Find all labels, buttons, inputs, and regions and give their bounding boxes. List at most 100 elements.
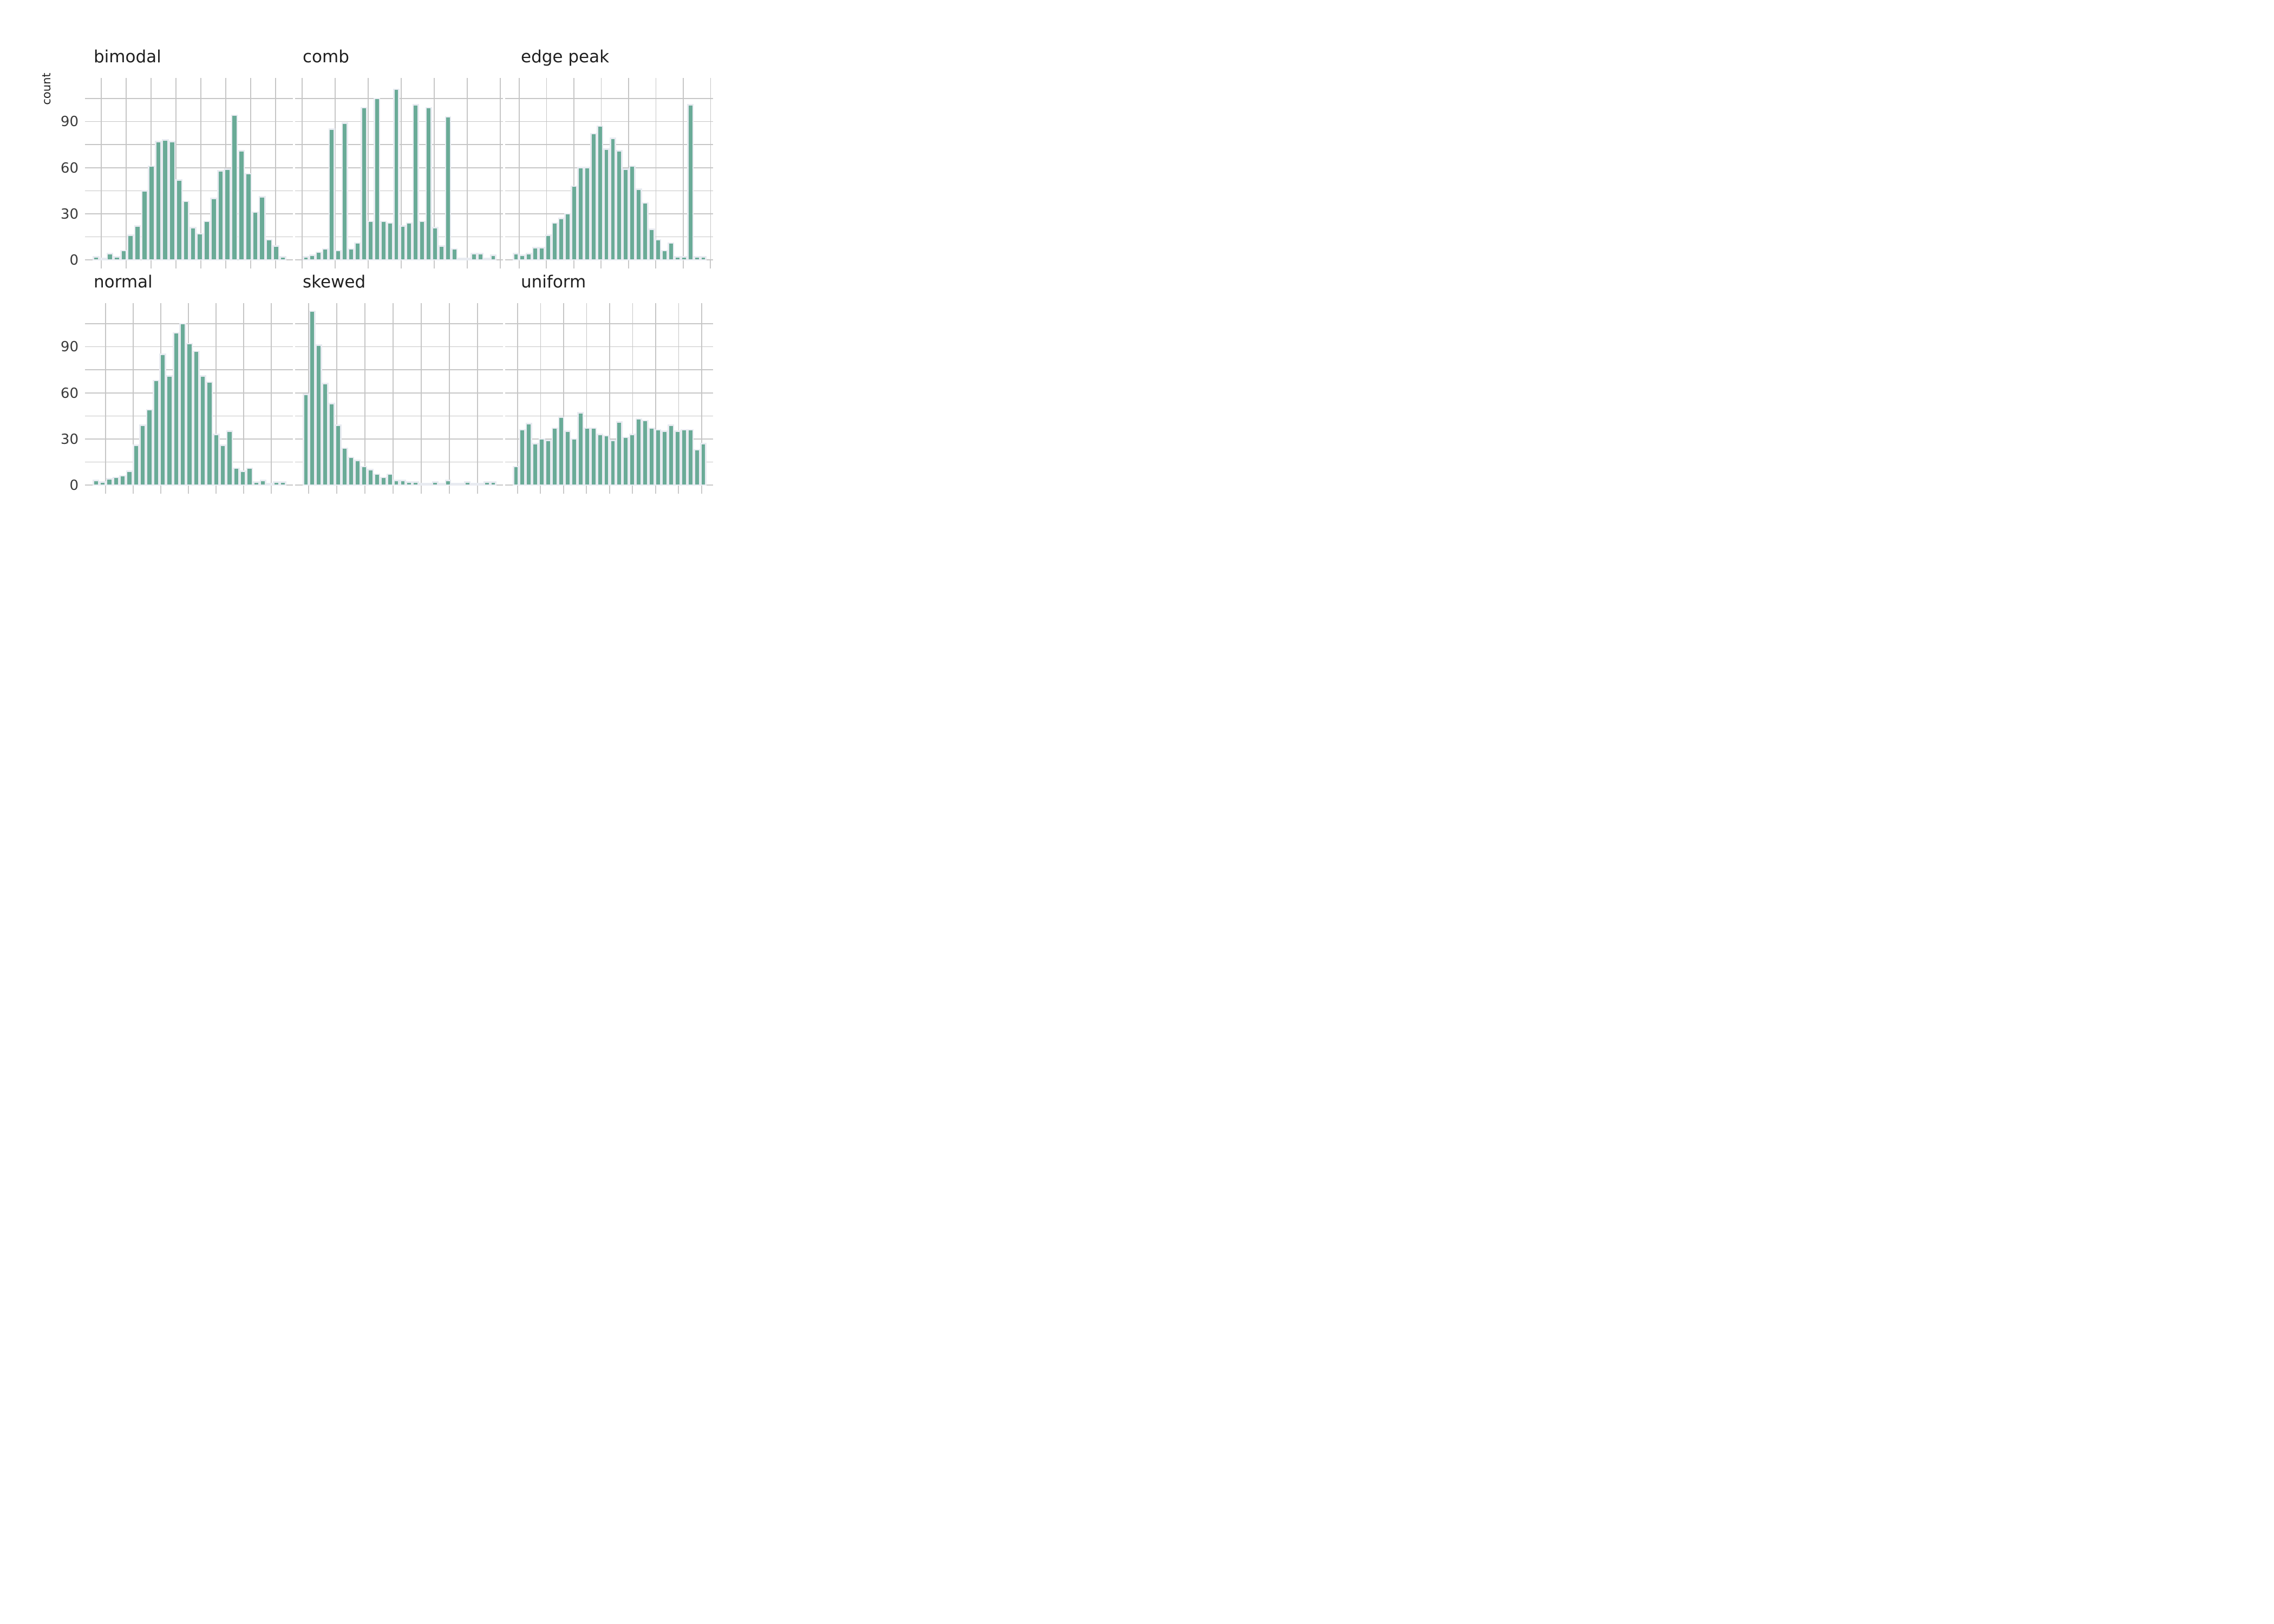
histogram-bar	[584, 427, 591, 486]
y-tick-label: 30	[60, 431, 79, 448]
histogram-bar	[99, 258, 107, 260]
histogram-bar-fill	[637, 189, 641, 259]
x-tick-mark	[600, 260, 602, 269]
histogram-bar-fill	[585, 429, 589, 484]
histogram-bar	[206, 381, 213, 486]
histogram-bar-fill	[559, 219, 563, 259]
histogram-bar	[322, 383, 329, 486]
histogram-bar	[374, 473, 381, 486]
histogram-bar-fill	[375, 475, 379, 484]
histogram-bar	[380, 220, 387, 260]
x-tick-mark	[301, 260, 303, 269]
x-tick-mark	[448, 486, 450, 494]
histogram-bar	[252, 211, 259, 260]
histogram-bar	[635, 188, 642, 260]
histogram-bar-fill	[427, 108, 431, 259]
histogram-bar	[226, 430, 233, 486]
histogram-bar	[610, 440, 616, 486]
histogram-bar	[451, 483, 458, 486]
y-tick-label: 0	[69, 252, 79, 269]
histogram-bar	[551, 427, 558, 486]
gridline-vertical	[467, 78, 468, 260]
histogram-bar	[419, 483, 426, 486]
gridline-vertical	[609, 303, 610, 486]
histogram-bar-fill	[604, 149, 609, 259]
histogram-bar	[238, 150, 245, 260]
histogram-bar	[141, 190, 148, 260]
histogram-bar	[217, 170, 224, 260]
histogram-bar-fill	[205, 222, 209, 259]
gridline-vertical	[683, 78, 684, 260]
gridline-vertical	[133, 303, 134, 486]
x-tick-mark	[175, 260, 177, 269]
histogram-bar-fill	[682, 430, 686, 484]
gridline-horizontal	[505, 144, 713, 145]
histogram-bar-fill	[675, 257, 679, 259]
histogram-bar-fill	[317, 345, 321, 484]
histogram-bar-fill	[617, 422, 622, 484]
panel-title-edge-peak: edge peak	[521, 47, 610, 67]
gridline-vertical	[632, 303, 633, 486]
histogram-bar-fill	[540, 440, 544, 484]
histogram-bar-fill	[695, 257, 699, 259]
gridline-vertical	[701, 303, 702, 486]
histogram-bar	[661, 250, 668, 260]
y-axis-title: count	[40, 73, 53, 105]
histogram-bar-fill	[585, 168, 589, 259]
histogram-bar-fill	[656, 240, 660, 259]
histogram-bar-fill	[533, 248, 538, 259]
histogram-bar-fill	[533, 444, 538, 484]
histogram-bar-fill	[630, 167, 635, 259]
x-tick-mark	[225, 260, 226, 269]
histogram-bar-fill	[572, 440, 576, 484]
histogram-bar-fill	[446, 117, 450, 259]
histogram-bar-fill	[343, 449, 347, 484]
y-tick-label: 90	[60, 114, 79, 130]
x-tick-mark	[334, 260, 336, 269]
histogram-bar	[700, 443, 707, 486]
x-tick-mark	[187, 486, 189, 494]
histogram-bar-fill	[170, 142, 174, 259]
panel-normal	[85, 303, 293, 494]
x-tick-mark	[476, 486, 478, 494]
histogram-bar	[341, 122, 348, 260]
histogram-bar-fill	[472, 254, 476, 259]
gridline-horizontal	[85, 323, 293, 324]
x-tick-mark	[200, 260, 201, 269]
histogram-bar-fill	[149, 167, 154, 259]
y-tick-label: 60	[60, 160, 79, 176]
histogram-bar-fill	[310, 256, 315, 259]
gridline-vertical	[215, 303, 217, 486]
histogram-bar-fill	[565, 431, 570, 484]
histogram-bar	[642, 420, 649, 486]
panel-title-uniform: uniform	[521, 272, 586, 292]
x-tick-mark	[628, 260, 629, 269]
histogram-bar-fill	[662, 251, 666, 259]
gridline-horizontal	[85, 167, 293, 168]
histogram-bar	[273, 481, 280, 486]
histogram-bar-fill	[491, 256, 495, 259]
histogram-bar	[106, 253, 114, 260]
histogram-bar-fill	[253, 213, 258, 259]
histogram-bar-fill	[135, 226, 140, 259]
histogram-bar	[259, 480, 266, 486]
histogram-bar-fill	[362, 108, 366, 259]
gridline-vertical	[710, 78, 711, 260]
panel-skewed	[295, 303, 503, 494]
histogram-bar	[532, 443, 539, 486]
histogram-bar	[532, 247, 539, 260]
histogram-bar-fill	[394, 90, 398, 259]
histogram-bar	[153, 379, 160, 486]
histogram-bar	[432, 481, 439, 486]
histogram-bar-fill	[540, 248, 544, 259]
histogram-bar	[393, 88, 400, 260]
histogram-bar-fill	[221, 446, 225, 484]
histogram-bar	[134, 225, 141, 260]
histogram-bar	[210, 198, 218, 260]
histogram-bar	[635, 418, 642, 486]
histogram-bar-fill	[527, 424, 531, 484]
gridline-vertical	[275, 78, 276, 260]
panel-title-skewed: skewed	[303, 272, 366, 292]
gridline-vertical	[401, 78, 402, 260]
histogram-bar	[354, 460, 361, 486]
